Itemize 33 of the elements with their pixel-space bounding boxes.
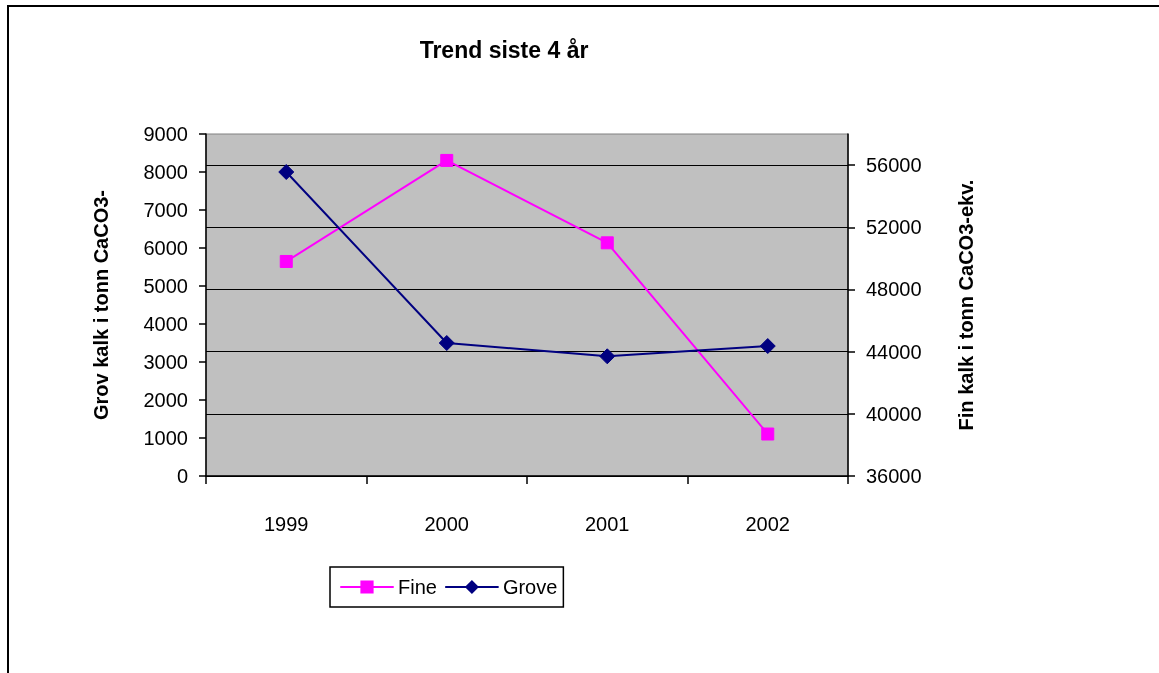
- y-tick-label: 9000: [143, 123, 188, 145]
- y-tick-label: 0: [176, 465, 188, 487]
- y-tick-label: 1000: [143, 427, 188, 449]
- x-tick-label: 2002: [745, 513, 790, 535]
- point: [761, 427, 775, 441]
- y-tick-label: 6000: [143, 237, 188, 259]
- y2-tick-label: 44000: [866, 340, 922, 363]
- legend-label: Grove: [502, 576, 558, 598]
- y-tick-label: 3000: [143, 351, 188, 373]
- x-tick-label: 2001: [585, 513, 630, 535]
- x-tick-label: 2000: [424, 513, 469, 535]
- point: [279, 254, 293, 268]
- point: [438, 335, 455, 351]
- point: [759, 338, 776, 355]
- y-tick-label: 7000: [143, 199, 188, 221]
- point: [599, 348, 616, 365]
- legend-label: Fine: [398, 576, 437, 598]
- y-tick-label: 4000: [143, 313, 188, 335]
- y2-tick-label: 40000: [866, 402, 922, 425]
- y2-axis-title: Fin kalk i tonn CaCO3-ekv.: [955, 179, 977, 431]
- x-tick-label: 1999: [264, 513, 309, 535]
- y-tick-label: 2000: [143, 389, 188, 411]
- y2-tick-label: 36000: [866, 465, 922, 487]
- point: [600, 236, 614, 250]
- y-tick-label: 8000: [143, 161, 188, 183]
- y2-tick-label: 56000: [866, 154, 922, 177]
- y-tick-label: 5000: [143, 275, 188, 297]
- y2-tick-label: 52000: [866, 216, 922, 239]
- point: [278, 164, 295, 180]
- y2-tick-label: 48000: [866, 278, 922, 301]
- chart-title: Trend siste 4 år: [419, 36, 589, 63]
- y-axis-title: Grov kalk i tonn CaCO3-: [90, 189, 112, 421]
- point: [440, 153, 454, 167]
